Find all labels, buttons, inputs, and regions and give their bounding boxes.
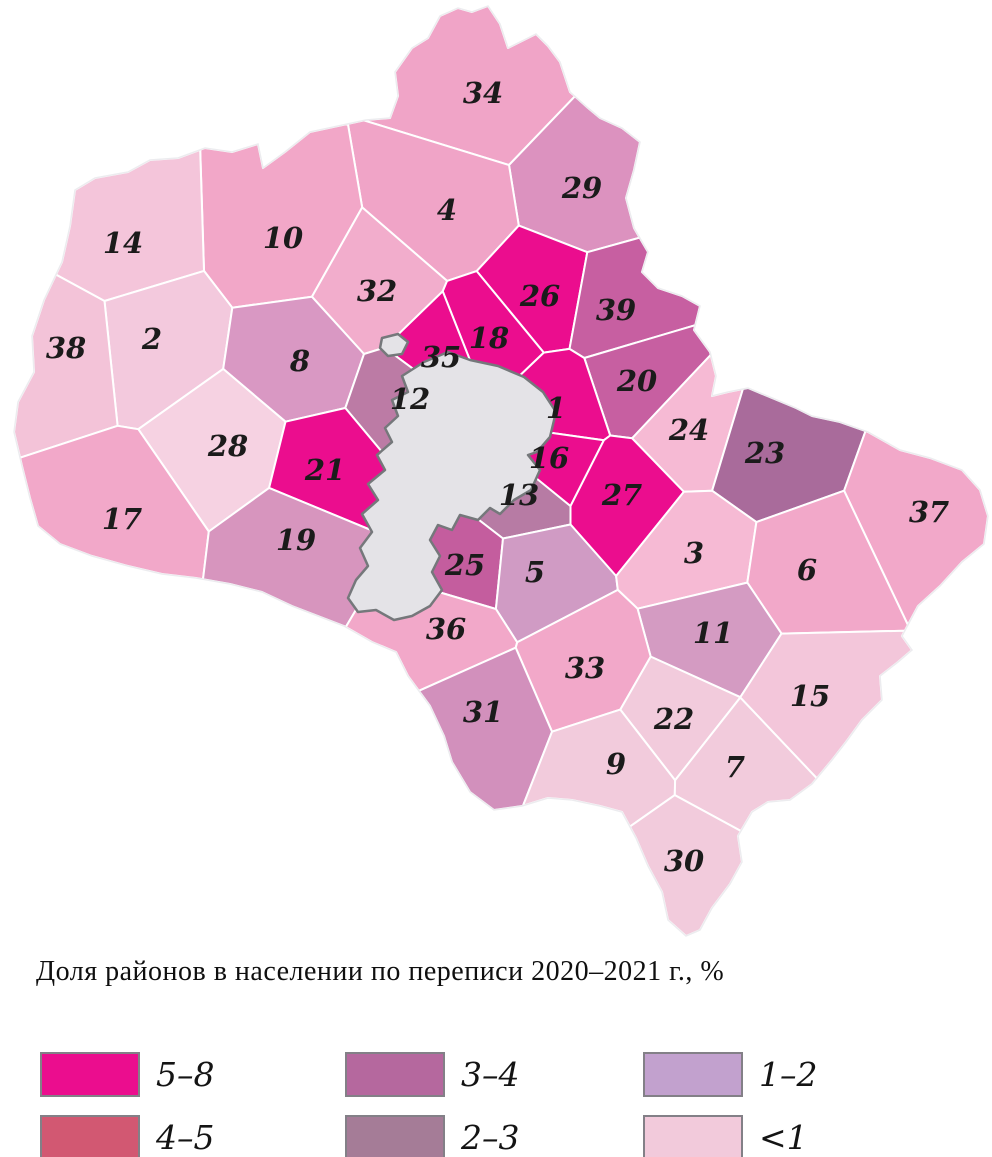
map-region-label-39: 39 (596, 293, 636, 327)
map-region-label-4: 4 (437, 193, 457, 227)
map-region-label-5: 5 (525, 555, 545, 589)
legend-swatch (40, 1052, 140, 1097)
map-region-label-24: 24 (668, 413, 709, 447)
moscow-enclave (378, 332, 410, 358)
legend-swatch (345, 1115, 445, 1157)
map-region-label-20: 20 (616, 364, 657, 398)
moscow-city-area (346, 350, 558, 622)
map-region-label-34: 34 (463, 76, 503, 110)
map-region-label-33: 33 (565, 651, 605, 685)
figure-title: Доля районов в населении по переписи 202… (36, 956, 725, 987)
map-region-label-37: 37 (909, 495, 949, 529)
map-region-label-14: 14 (103, 226, 143, 260)
legend-swatch (40, 1115, 140, 1157)
map-region-label-7: 7 (725, 750, 745, 784)
legend-label: 2–3 (461, 1118, 520, 1157)
map-region-label-31: 31 (463, 695, 503, 729)
map-region-label-6: 6 (797, 553, 817, 587)
map-region-label-30: 30 (664, 844, 704, 878)
map-region-label-3: 3 (684, 536, 704, 570)
map-region-label-27: 27 (601, 478, 642, 512)
map-region-label-8: 8 (289, 344, 310, 378)
map-region-label-18: 18 (469, 321, 509, 355)
map-region-label-2: 2 (141, 322, 162, 356)
legend-swatch (643, 1115, 743, 1157)
map-region-label-19: 19 (276, 523, 316, 557)
map-region-label-38: 38 (46, 331, 86, 365)
oblast-outline (13, 5, 989, 937)
map-region-label-11: 11 (693, 616, 733, 650)
map-region-label-9: 9 (606, 747, 626, 781)
map-region-label-22: 22 (653, 702, 694, 736)
legend-swatch (643, 1052, 743, 1097)
map-region-label-35: 35 (421, 340, 461, 374)
map-region-label-12: 12 (390, 382, 430, 416)
map-region-label-23: 23 (744, 436, 785, 470)
map-region-label-13: 13 (499, 478, 539, 512)
legend-label: 5–8 (156, 1055, 215, 1094)
legend-swatch (345, 1052, 445, 1097)
map-region-label-26: 26 (519, 279, 560, 313)
map-region-label-29: 29 (561, 171, 602, 205)
map-region-label-36: 36 (426, 612, 466, 646)
legend-label: <1 (759, 1118, 808, 1157)
legend-label: 4–5 (156, 1118, 215, 1157)
map-region-label-1: 1 (546, 391, 566, 425)
map-region-label-28: 28 (207, 429, 248, 463)
legend-label: 3–4 (461, 1055, 520, 1094)
map-region-label-16: 16 (529, 441, 569, 475)
map-region-label-21: 21 (304, 453, 345, 487)
map-region-label-15: 15 (790, 679, 830, 713)
map-region-label-32: 32 (357, 274, 397, 308)
map-region-label-10: 10 (263, 221, 303, 255)
map-region-label-25: 25 (444, 548, 485, 582)
map-region-label-17: 17 (102, 502, 142, 536)
legend-label: 1–2 (759, 1055, 818, 1094)
